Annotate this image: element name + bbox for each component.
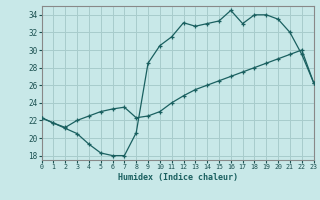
X-axis label: Humidex (Indice chaleur): Humidex (Indice chaleur) [118, 173, 237, 182]
